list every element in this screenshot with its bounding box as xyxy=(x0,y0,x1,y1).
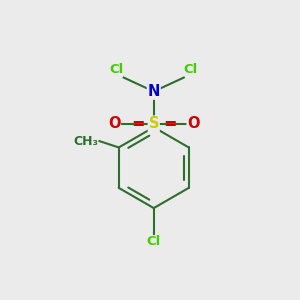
Text: S: S xyxy=(148,116,159,131)
Text: Cl: Cl xyxy=(184,63,198,76)
Text: O: O xyxy=(108,116,121,131)
Text: =: = xyxy=(163,116,177,130)
Text: O: O xyxy=(187,116,200,131)
Text: Cl: Cl xyxy=(147,235,161,248)
Text: N: N xyxy=(148,84,160,99)
Text: Cl: Cl xyxy=(110,63,124,76)
Text: =: = xyxy=(131,116,144,130)
Text: CH₃: CH₃ xyxy=(73,135,98,148)
